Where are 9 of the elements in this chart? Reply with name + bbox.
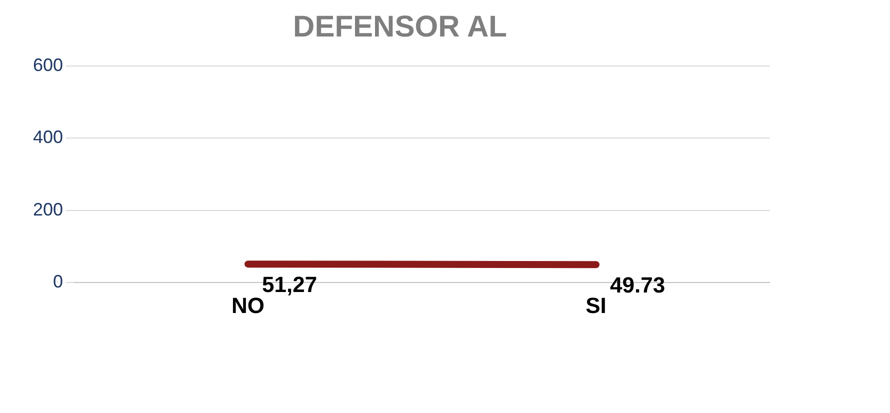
x-tick-label: NO bbox=[232, 292, 265, 318]
y-tick-label: 600 bbox=[32, 54, 64, 75]
y-tick-label: 0 bbox=[53, 272, 64, 292]
data-label: 51,27 bbox=[262, 272, 318, 298]
data-label: 49.73 bbox=[610, 272, 666, 298]
x-tick-label: SI bbox=[586, 292, 606, 318]
y-tick-label: 200 bbox=[32, 199, 64, 220]
y-tick-label: 400 bbox=[32, 127, 64, 148]
chart-title: DEFENSOR AL bbox=[293, 10, 507, 44]
